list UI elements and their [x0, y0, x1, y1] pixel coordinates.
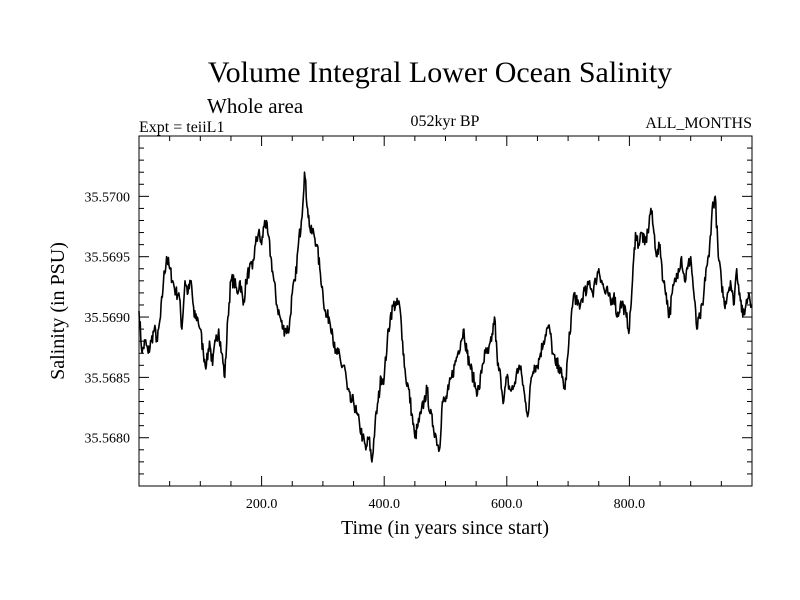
x-tick-label: 600.0 — [491, 497, 523, 512]
x-tick-label: 200.0 — [246, 497, 278, 512]
y-tick-label: 35.5695 — [85, 251, 131, 266]
y-tick-label: 35.5690 — [85, 311, 131, 326]
chart-subtitle: Whole area — [207, 94, 304, 118]
y-axis-ticks — [139, 147, 752, 475]
experiment-label: Expt = teiiL1 — [139, 119, 224, 136]
y-axis-label: Salinity (in PSU) — [47, 242, 69, 380]
period-label: 052kyr BP — [411, 113, 480, 130]
y-tick-label: 35.5680 — [85, 432, 131, 447]
x-tick-label: 800.0 — [614, 497, 646, 512]
x-tick-label: 400.0 — [368, 497, 400, 512]
x-axis-ticks — [169, 136, 722, 486]
plot-frame — [138, 135, 753, 487]
salinity-series-line — [138, 171, 753, 463]
chart-title: Volume Integral Lower Ocean Salinity — [208, 56, 672, 89]
x-axis-label: Time (in years since start) — [341, 517, 549, 539]
y-tick-label: 35.5685 — [85, 371, 131, 386]
x-axis-tick-labels: 200.0 400.0 600.0 800.0 — [246, 497, 645, 512]
season-label: ALL_MONTHS — [645, 115, 752, 132]
y-tick-label: 35.5700 — [85, 190, 131, 205]
y-axis-tick-labels: 35.5680 35.5685 35.5690 35.5695 35.5700 — [85, 190, 131, 446]
